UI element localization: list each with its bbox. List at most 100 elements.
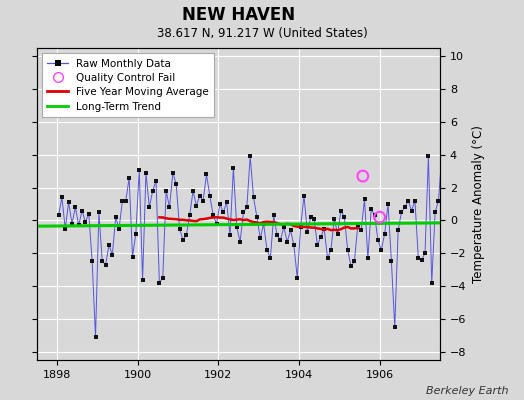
Point (259, 220, 268, 227)
Point (407, 207, 416, 214)
Point (199, 198, 208, 204)
Point (205, 192, 214, 199)
Point (370, 212, 379, 219)
Point (185, 212, 194, 219)
Point (84, 211, 93, 217)
Point (253, 214, 261, 220)
Legend: Raw Monthly Data, Quality Control Fail, Five Year Moving Average, Long-Term Tren: Raw Monthly Data, Quality Control Fail, … (42, 53, 214, 117)
Point (431, 209, 439, 216)
Point (380, 230, 389, 237)
Point (276, 237, 285, 243)
Point (438, 152, 446, 158)
Point (300, 192, 308, 199)
Point (307, 214, 315, 220)
Point (347, 263, 355, 270)
Point (376, 214, 384, 220)
Point (404, 198, 412, 204)
Point (159, 275, 167, 281)
Point (182, 232, 191, 238)
Point (179, 237, 187, 243)
Point (310, 216, 318, 222)
Point (333, 230, 342, 237)
Point (148, 188, 157, 194)
Point (394, 227, 402, 234)
Point (162, 188, 170, 194)
Point (152, 178, 160, 184)
Point (74, 222, 83, 228)
Y-axis label: Temperature Anomaly (°C): Temperature Anomaly (°C) (472, 125, 485, 283)
Point (105, 242, 113, 248)
Point (330, 216, 339, 222)
Point (132, 230, 140, 237)
Point (249, 194, 258, 201)
Point (122, 198, 130, 204)
Point (337, 207, 345, 214)
Point (303, 229, 312, 235)
Text: Berkeley Earth: Berkeley Earth (426, 386, 508, 396)
Point (387, 258, 396, 265)
Point (142, 170, 150, 176)
Point (316, 234, 325, 240)
Point (293, 275, 301, 281)
Point (233, 224, 241, 230)
Point (246, 153, 254, 160)
Title: NEW HAVEN: NEW HAVEN (182, 6, 295, 24)
Point (269, 212, 278, 219)
Point (145, 204, 154, 210)
Point (98, 258, 106, 265)
Point (357, 227, 365, 234)
Point (223, 199, 231, 206)
Point (108, 252, 116, 258)
Point (340, 214, 348, 220)
Point (444, 173, 453, 179)
Point (280, 224, 288, 230)
Point (102, 262, 110, 268)
Point (195, 192, 204, 199)
Point (401, 204, 409, 210)
Point (364, 255, 372, 261)
Point (297, 224, 305, 230)
Point (118, 198, 127, 204)
Point (239, 209, 248, 216)
Point (88, 258, 96, 265)
Point (428, 280, 436, 286)
Point (135, 166, 144, 173)
Point (226, 232, 234, 238)
Point (165, 204, 173, 210)
Point (421, 250, 429, 256)
Point (354, 222, 362, 228)
Point (155, 280, 163, 286)
Point (374, 237, 382, 243)
Point (229, 165, 237, 171)
Point (377, 247, 386, 253)
Point (216, 201, 224, 207)
Point (350, 258, 358, 265)
Point (320, 226, 329, 232)
Text: 38.617 N, 91.217 W (United States): 38.617 N, 91.217 W (United States) (157, 28, 367, 40)
Point (192, 202, 201, 209)
Point (95, 209, 103, 216)
Point (390, 324, 399, 330)
Point (78, 207, 86, 214)
Point (176, 226, 184, 232)
Point (172, 181, 180, 188)
Point (451, 142, 460, 148)
Point (209, 212, 217, 219)
Point (189, 188, 197, 194)
Point (115, 226, 123, 232)
Point (411, 198, 419, 204)
Point (219, 209, 227, 216)
Point (202, 171, 211, 178)
Point (273, 232, 281, 238)
Point (91, 334, 100, 340)
Point (283, 238, 291, 245)
Point (212, 220, 221, 227)
Point (290, 242, 298, 248)
Point (441, 145, 450, 151)
Point (64, 199, 73, 206)
Point (112, 214, 120, 220)
Point (54, 212, 63, 219)
Point (61, 226, 70, 232)
Point (256, 235, 265, 242)
Point (323, 255, 332, 261)
